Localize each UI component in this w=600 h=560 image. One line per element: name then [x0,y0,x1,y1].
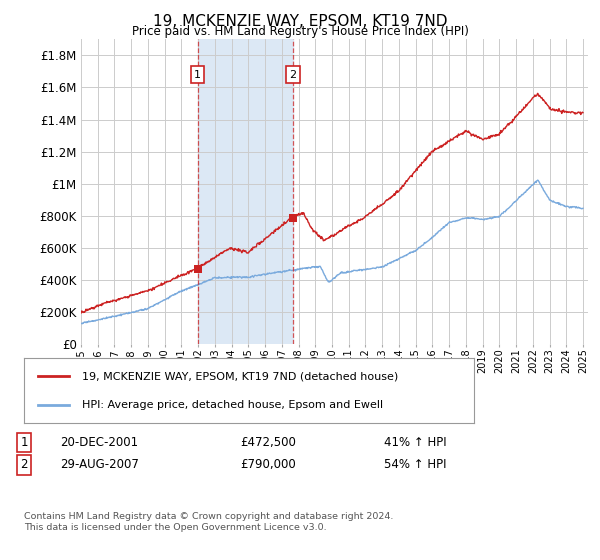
Text: 19, MCKENZIE WAY, EPSOM, KT19 7ND: 19, MCKENZIE WAY, EPSOM, KT19 7ND [153,14,447,29]
Text: £472,500: £472,500 [240,436,296,449]
Text: 1: 1 [20,436,28,449]
Text: 2: 2 [289,69,296,80]
Text: 2: 2 [20,458,28,472]
Text: 54% ↑ HPI: 54% ↑ HPI [384,458,446,472]
Text: 29-AUG-2007: 29-AUG-2007 [60,458,139,472]
Text: HPI: Average price, detached house, Epsom and Ewell: HPI: Average price, detached house, Epso… [83,400,383,410]
Text: Contains HM Land Registry data © Crown copyright and database right 2024.
This d: Contains HM Land Registry data © Crown c… [24,512,394,532]
Text: £790,000: £790,000 [240,458,296,472]
Text: 41% ↑ HPI: 41% ↑ HPI [384,436,446,449]
Text: 1: 1 [194,69,201,80]
Bar [197,39,293,344]
Text: 19, MCKENZIE WAY, EPSOM, KT19 7ND (detached house): 19, MCKENZIE WAY, EPSOM, KT19 7ND (detac… [83,371,399,381]
Text: 20-DEC-2001: 20-DEC-2001 [60,436,138,449]
Text: Price paid vs. HM Land Registry's House Price Index (HPI): Price paid vs. HM Land Registry's House … [131,25,469,38]
